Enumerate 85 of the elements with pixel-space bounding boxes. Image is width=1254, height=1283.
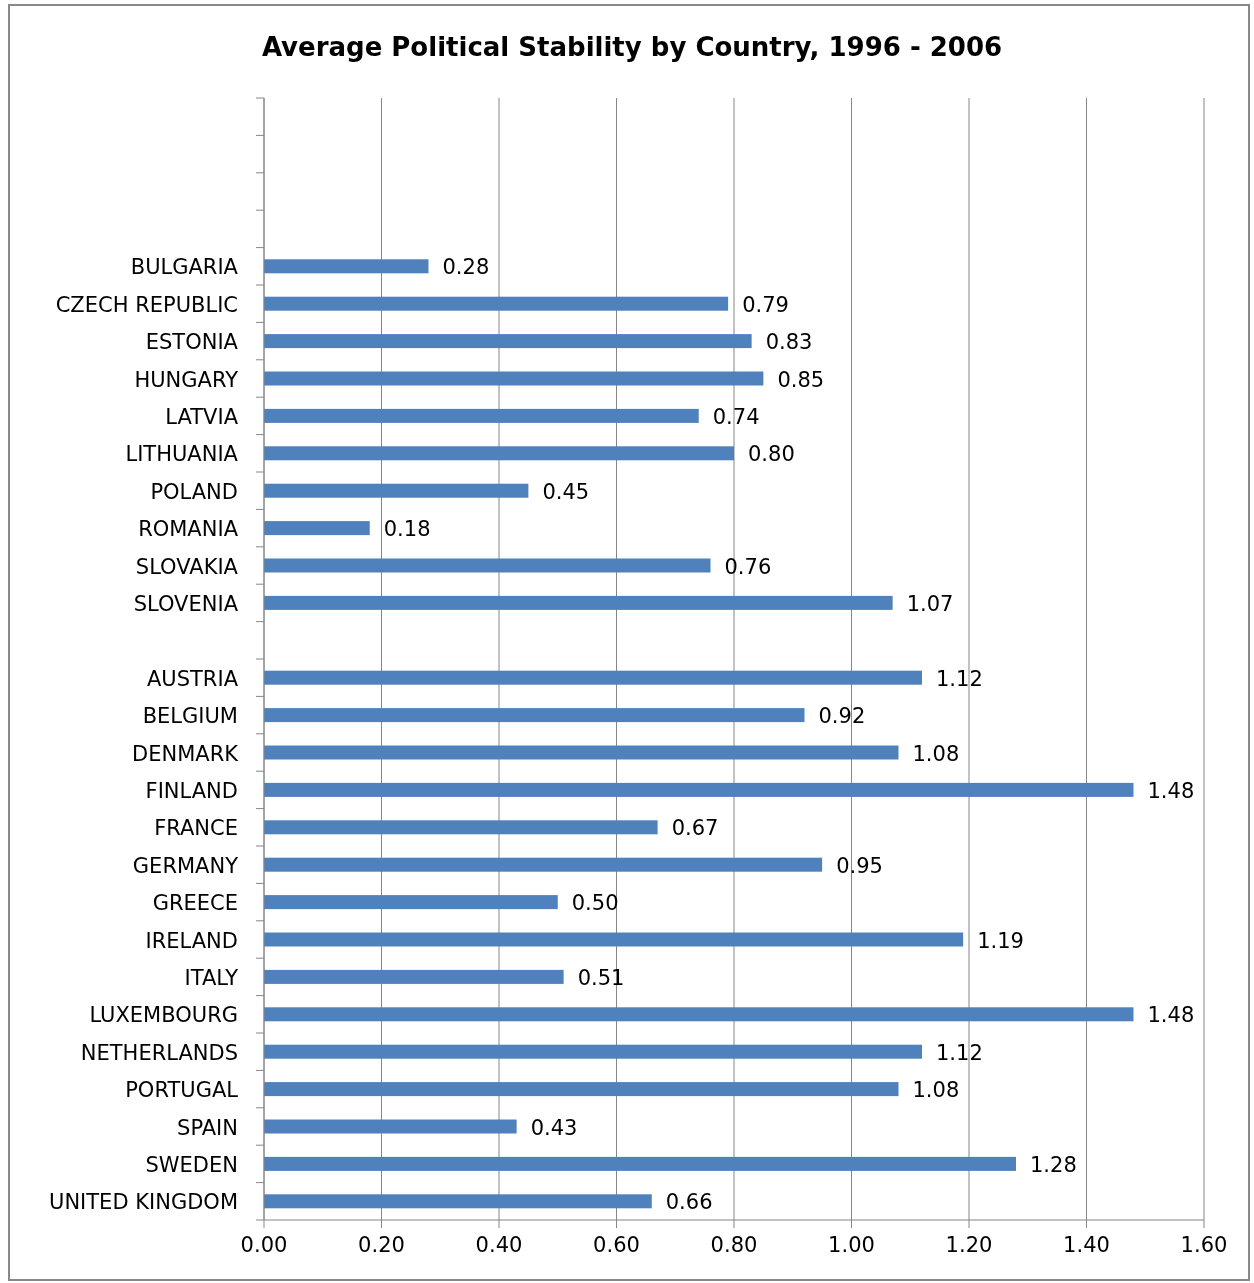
data-label: 0.43: [530, 1115, 578, 1140]
y-tick-label: GERMANY: [132, 853, 239, 878]
bar: [264, 558, 711, 573]
data-label: 0.76: [724, 554, 772, 579]
y-tick-label: SWEDEN: [145, 1152, 238, 1177]
x-tick-label: 0.20: [358, 1233, 405, 1257]
data-label: 1.12: [936, 1040, 983, 1065]
y-tick-label: ESTONIA: [145, 330, 239, 355]
bar: [264, 408, 699, 423]
data-label: 1.08: [912, 1078, 960, 1103]
bar: [264, 483, 529, 498]
x-tick-label: 1.60: [1180, 1233, 1228, 1257]
y-tick-label: LUXEMBOURG: [89, 1003, 238, 1028]
y-tick-label: LATVIA: [165, 404, 239, 429]
bar: [264, 1044, 922, 1059]
bar: [264, 446, 734, 461]
y-tick-label: CZECH REPUBLIC: [55, 292, 238, 317]
bar: [264, 1119, 517, 1134]
bar: [264, 932, 964, 947]
bar: [264, 745, 899, 760]
y-tick-label: GREECE: [152, 891, 238, 916]
data-label: 0.18: [383, 517, 431, 542]
data-label: 0.83: [765, 330, 813, 355]
x-tick-label: 1.40: [1063, 1233, 1110, 1257]
data-label: 0.50: [571, 891, 619, 916]
y-tick-label: UNITED KINGDOM: [49, 1190, 238, 1215]
bar: [264, 1156, 1016, 1171]
bar: [264, 595, 893, 610]
chart-title: Average Political Stability by Country, 1996 - 2006: [261, 32, 1003, 62]
x-tick-label: 1.20: [945, 1233, 993, 1257]
data-label: 0.28: [442, 255, 490, 280]
data-label: 0.95: [836, 853, 883, 878]
x-tick-label: 0.00: [240, 1233, 288, 1257]
y-tick-label: BULGARIA: [130, 255, 239, 280]
data-label: 0.85: [777, 367, 825, 392]
data-label: 1.12: [936, 666, 983, 691]
bar: [264, 259, 429, 274]
y-tick-label: LITHUANIA: [125, 442, 239, 467]
y-tick-label: PORTUGAL: [125, 1078, 239, 1103]
y-tick-label: HUNGARY: [134, 367, 239, 392]
bar: [264, 1194, 652, 1209]
bar: [264, 820, 658, 835]
y-tick-label: ROMANIA: [138, 517, 239, 542]
y-tick-label: SPAIN: [177, 1115, 238, 1140]
y-tick-label: DENMARK: [132, 741, 240, 766]
bar: [264, 670, 922, 685]
data-label: 1.19: [977, 928, 1024, 953]
y-tick-label: FINLAND: [145, 778, 238, 803]
data-label: 1.48: [1147, 778, 1195, 803]
y-tick-label: BELGIUM: [142, 704, 238, 729]
bar: [264, 895, 558, 910]
bar: [264, 708, 805, 723]
y-tick-label: AUSTRIA: [146, 666, 239, 691]
data-label: 0.74: [712, 404, 760, 429]
y-tick-label: ITALY: [184, 965, 239, 990]
bar: [264, 334, 752, 349]
y-tick-label: POLAND: [150, 479, 238, 504]
data-label: 0.67: [671, 816, 719, 841]
data-label: 1.48: [1147, 1003, 1195, 1028]
bar: [264, 371, 764, 386]
y-tick-label: SLOVENIA: [133, 591, 239, 616]
bar: [264, 296, 729, 311]
bar: [264, 521, 370, 536]
bar: [264, 857, 823, 872]
y-tick-label: SLOVAKIA: [135, 554, 239, 579]
data-label: 0.79: [742, 292, 789, 317]
bar: [264, 782, 1134, 797]
x-tick-label: 0.80: [710, 1233, 758, 1257]
bar: [264, 969, 564, 984]
bar: [264, 1082, 899, 1097]
data-label: 1.28: [1030, 1152, 1077, 1177]
data-label: 0.66: [665, 1190, 713, 1215]
y-tick-label: FRANCE: [154, 816, 238, 841]
data-label: 0.45: [542, 479, 590, 504]
x-tick-label: 0.40: [475, 1233, 523, 1257]
bar: [264, 1007, 1134, 1022]
data-label: 0.92: [818, 704, 866, 729]
y-tick-label: NETHERLANDS: [80, 1040, 238, 1065]
data-label: 1.07: [906, 591, 954, 616]
data-label: 0.80: [748, 442, 795, 467]
data-label: 0.51: [577, 965, 625, 990]
x-tick-label: 1.00: [828, 1233, 875, 1257]
y-tick-label: IRELAND: [145, 928, 238, 953]
data-label: 1.08: [912, 741, 960, 766]
x-tick-label: 0.60: [593, 1233, 640, 1257]
